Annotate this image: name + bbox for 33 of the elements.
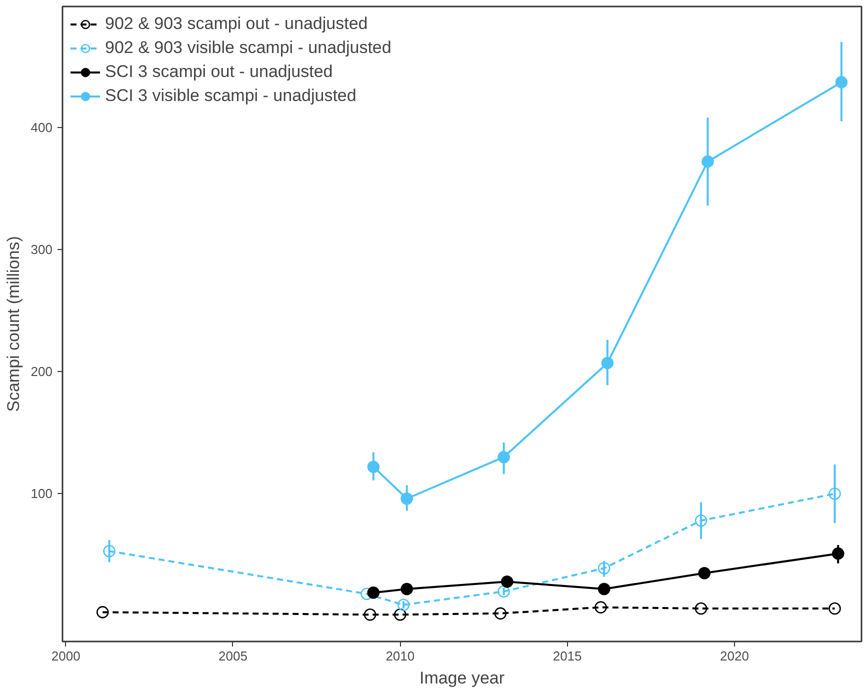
- legend-label: SCI 3 scampi out - unadjusted: [105, 62, 333, 82]
- point: [400, 582, 413, 596]
- y-tick-label: 300: [30, 242, 53, 258]
- point: [594, 601, 607, 614]
- x-tick-label: 2000: [51, 648, 80, 664]
- legend-label: 902 & 903 scampi out - unadjusted: [105, 14, 368, 34]
- point: [828, 602, 841, 615]
- x-axis-title: Image year: [419, 668, 505, 688]
- y-axis-title: Scampi count (millions): [4, 236, 23, 412]
- point: [96, 606, 109, 618]
- point: [598, 582, 610, 596]
- point: [394, 608, 406, 621]
- x-tick-label: 2005: [218, 648, 248, 664]
- point: [103, 544, 116, 558]
- x-tick-label: 2015: [552, 648, 582, 664]
- legend-label: SCI 3 visible scampi - unadjusted: [105, 86, 356, 106]
- point: [694, 602, 708, 615]
- point: [494, 607, 507, 620]
- x-tick-label: 2020: [720, 648, 749, 664]
- y-tick-label: 200: [30, 364, 53, 380]
- y-tick-label: 400: [30, 120, 53, 135]
- x-tick-label: 2010: [386, 648, 415, 664]
- point: [828, 488, 841, 500]
- point: [397, 598, 410, 612]
- point: [498, 585, 510, 598]
- point: [598, 562, 610, 574]
- point: [698, 566, 711, 580]
- point: [694, 514, 708, 527]
- point: [367, 586, 380, 599]
- point: [500, 576, 514, 588]
- legend-label: 902 & 903 visible scampi - unadjusted: [105, 38, 392, 58]
- point: [364, 608, 376, 621]
- y-tick-label: 100: [30, 486, 53, 502]
